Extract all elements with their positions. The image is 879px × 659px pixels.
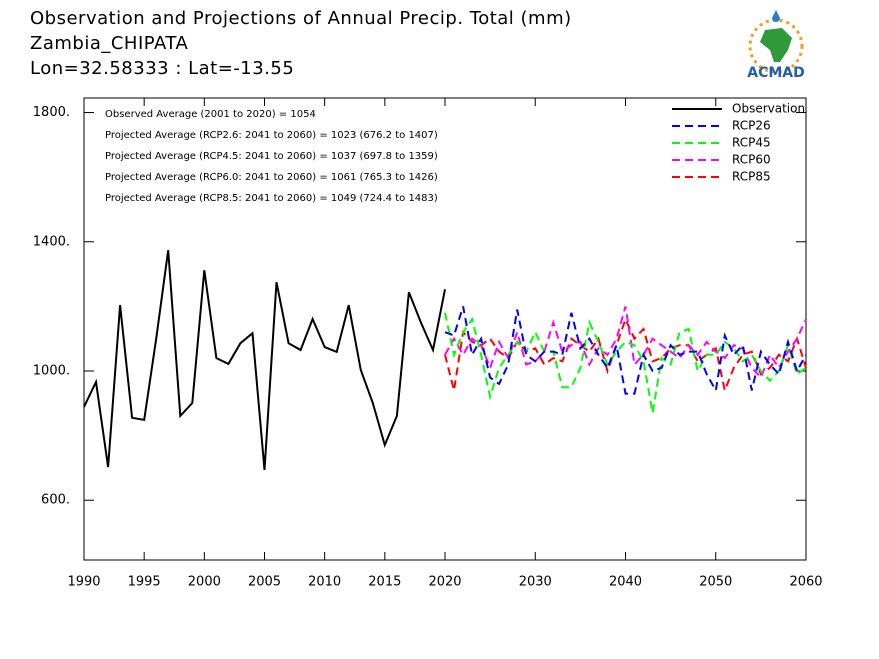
annotation: Projected Average (RCP6.0: 2041 to 2060)… bbox=[105, 172, 438, 183]
x-tick-label: 2020 bbox=[428, 575, 461, 590]
logo-drop bbox=[772, 10, 780, 22]
legend-label: RCP60 bbox=[732, 153, 771, 167]
chart-title: Observation and Projections of Annual Pr… bbox=[30, 8, 572, 29]
annotation: Projected Average (RCP4.5: 2041 to 2060)… bbox=[105, 151, 438, 162]
y-tick-label: 1400. bbox=[33, 234, 70, 249]
legend-label: RCP85 bbox=[732, 170, 771, 184]
y-tick-label: 600. bbox=[41, 493, 70, 508]
x-tick-label: 2005 bbox=[248, 575, 281, 590]
y-tick-label: 1800. bbox=[33, 105, 70, 120]
legend-label: RCP26 bbox=[732, 119, 771, 133]
legend-label: RCP45 bbox=[732, 136, 771, 150]
series-line bbox=[83, 250, 446, 470]
logo-africa bbox=[760, 28, 792, 62]
x-tick-label: 2010 bbox=[308, 575, 341, 590]
logo-text: ACMAD bbox=[747, 65, 805, 81]
annotation: Projected Average (RCP8.5: 2041 to 2060)… bbox=[105, 193, 438, 204]
logo: ACMAD bbox=[747, 10, 805, 81]
y-tick-label: 1000. bbox=[33, 364, 70, 379]
location-label: Lon=32.58333 : Lat=-13.55 bbox=[30, 58, 294, 79]
x-tick-label: 2060 bbox=[789, 575, 822, 590]
x-tick-label: 2040 bbox=[609, 575, 642, 590]
series-line bbox=[444, 306, 807, 380]
series-line bbox=[444, 316, 807, 394]
series-line bbox=[444, 306, 807, 395]
x-tick-label: 2050 bbox=[699, 575, 732, 590]
series-line bbox=[444, 312, 807, 414]
legend-label: Observation bbox=[732, 102, 805, 116]
annotation: Observed Average (2001 to 2020) = 1054 bbox=[105, 109, 316, 120]
chart-subtitle: Zambia_CHIPATA bbox=[30, 33, 188, 54]
annotation: Projected Average (RCP2.6: 2041 to 2060)… bbox=[105, 130, 438, 141]
x-tick-label: 2030 bbox=[519, 575, 552, 590]
x-tick-label: 2000 bbox=[188, 575, 221, 590]
x-tick-label: 1990 bbox=[67, 575, 100, 590]
x-tick-label: 1995 bbox=[128, 575, 161, 590]
x-tick-label: 2015 bbox=[368, 575, 401, 590]
